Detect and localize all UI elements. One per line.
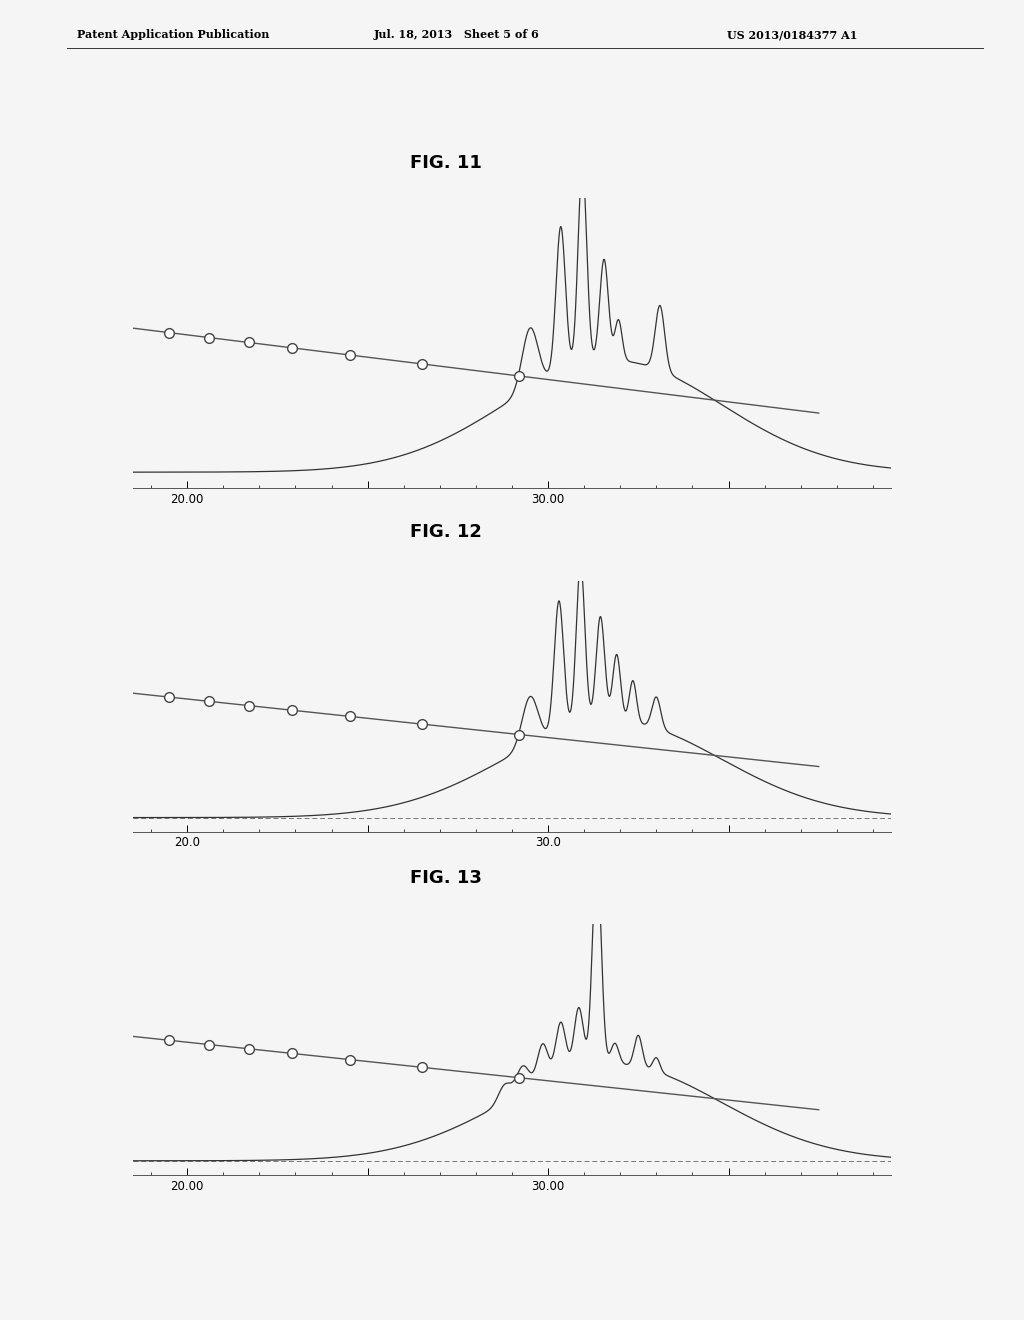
Text: US 2013/0184377 A1: US 2013/0184377 A1 [727,29,857,40]
Text: FIG. 11: FIG. 11 [410,153,481,172]
Text: FIG. 13: FIG. 13 [410,869,481,887]
Text: FIG. 12: FIG. 12 [410,523,481,541]
Text: Jul. 18, 2013   Sheet 5 of 6: Jul. 18, 2013 Sheet 5 of 6 [374,29,540,40]
Text: Patent Application Publication: Patent Application Publication [77,29,269,40]
